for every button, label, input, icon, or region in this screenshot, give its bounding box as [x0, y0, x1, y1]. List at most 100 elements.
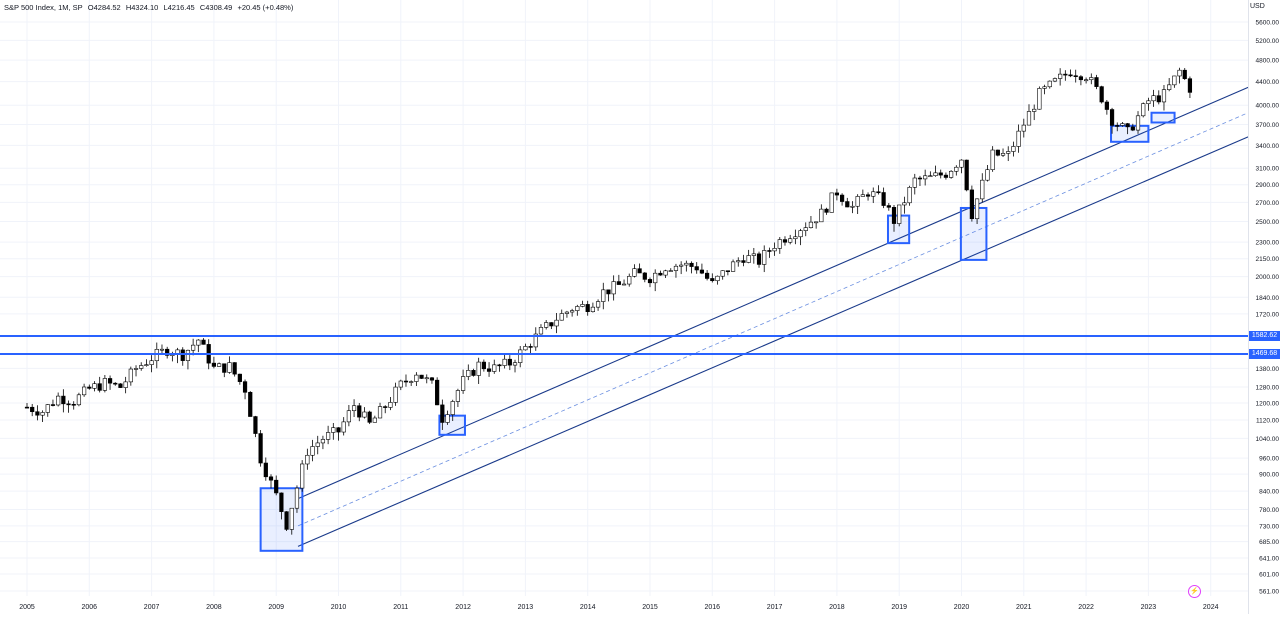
candle — [538, 327, 544, 335]
candle — [559, 313, 564, 321]
candle — [232, 362, 237, 375]
x-tick-label: 2023 — [1141, 604, 1157, 611]
currency-label: USD — [1250, 3, 1265, 10]
y-tick-label: 561.00 — [1259, 589, 1279, 596]
candle — [891, 207, 897, 224]
candle — [834, 192, 839, 196]
candle — [710, 278, 715, 282]
candle — [1177, 69, 1182, 77]
candle — [279, 492, 284, 512]
price-chart[interactable]: 2005 2006 2007 2008 2009 2010 2011 2012 2013 2014… — [0, 0, 1248, 614]
y-tick-label: 1120.00 — [1256, 418, 1279, 425]
candle — [1073, 75, 1078, 78]
candle — [954, 166, 959, 172]
y-tick-label: 840.00 — [1259, 489, 1279, 496]
candle — [149, 360, 154, 365]
candle — [133, 368, 139, 370]
candle — [71, 403, 76, 406]
x-tick-label: 2021 — [1016, 604, 1032, 611]
candle — [455, 390, 461, 402]
candle — [139, 365, 144, 369]
y-tick-label: 900.00 — [1259, 472, 1279, 479]
chart-header: S&P 500 Index, 1M, SP O4284.52 H4324.10 … — [4, 3, 296, 12]
candle — [30, 406, 35, 413]
candle — [1084, 79, 1089, 82]
candle — [76, 394, 82, 406]
candle — [725, 270, 730, 273]
grid — [0, 0, 1248, 596]
y-tick-label: 1840.00 — [1256, 295, 1280, 302]
level-label-lower: 1469.68 — [1249, 349, 1280, 359]
candle — [326, 432, 331, 440]
candle — [1037, 88, 1042, 110]
candle — [102, 378, 107, 391]
candle — [201, 339, 206, 345]
candle — [24, 406, 30, 409]
candle — [1042, 86, 1047, 89]
x-tick-label: 2017 — [767, 604, 783, 611]
x-tick-label: 2015 — [642, 604, 658, 611]
candle — [253, 416, 258, 434]
candle — [1000, 153, 1006, 156]
candle — [855, 196, 860, 207]
candle — [388, 402, 393, 408]
candle — [964, 159, 969, 191]
candle — [502, 358, 507, 366]
candle — [1094, 77, 1099, 87]
candle — [985, 169, 990, 181]
candle — [881, 192, 886, 206]
candle — [980, 179, 985, 200]
candle — [61, 395, 66, 405]
candle — [66, 403, 71, 406]
candle — [284, 511, 289, 530]
candle — [185, 349, 191, 361]
candle — [466, 370, 471, 377]
candle — [736, 260, 741, 263]
candle — [902, 202, 907, 206]
y-tick-label: 2300.00 — [1256, 240, 1280, 247]
candle — [144, 364, 149, 366]
candle — [762, 250, 767, 265]
candle — [715, 275, 720, 282]
candle — [632, 268, 637, 277]
candle — [949, 170, 954, 178]
candle — [305, 454, 310, 465]
candle — [772, 248, 777, 252]
candle — [191, 344, 196, 351]
candle — [1141, 103, 1146, 117]
candle — [564, 311, 570, 314]
price-axis[interactable]: 5600.00 5200.00 4800.00 4400.00 4000.00 3700.… — [1248, 0, 1280, 614]
candle — [751, 253, 756, 256]
candle — [486, 368, 492, 372]
x-tick-label: 2013 — [518, 604, 534, 611]
candle — [1016, 130, 1021, 147]
candle — [616, 281, 621, 285]
candle — [1047, 80, 1052, 88]
candle — [959, 159, 964, 168]
candle — [450, 401, 455, 415]
candle — [222, 363, 227, 373]
candle — [876, 191, 881, 194]
candle — [1011, 146, 1016, 152]
candle — [1130, 126, 1135, 131]
candle — [673, 265, 679, 271]
candle — [341, 421, 346, 433]
candle — [637, 268, 642, 274]
candle — [824, 208, 829, 213]
high-value: H4324.10 — [125, 3, 159, 12]
candle — [1021, 124, 1026, 132]
candle — [523, 346, 528, 351]
candle — [460, 376, 466, 391]
candle — [865, 194, 871, 197]
candle — [808, 221, 814, 228]
close-value: C4308.49 — [199, 3, 233, 12]
candle — [1026, 111, 1032, 126]
lightning-icon[interactable]: ⚡ — [1188, 585, 1201, 598]
candle — [512, 362, 518, 366]
candle — [720, 270, 725, 277]
y-tick-label: 601.00 — [1259, 571, 1279, 578]
candle — [798, 230, 803, 238]
candle — [159, 348, 165, 351]
candle — [476, 361, 481, 376]
y-tick-label: 2900.00 — [1256, 182, 1280, 189]
